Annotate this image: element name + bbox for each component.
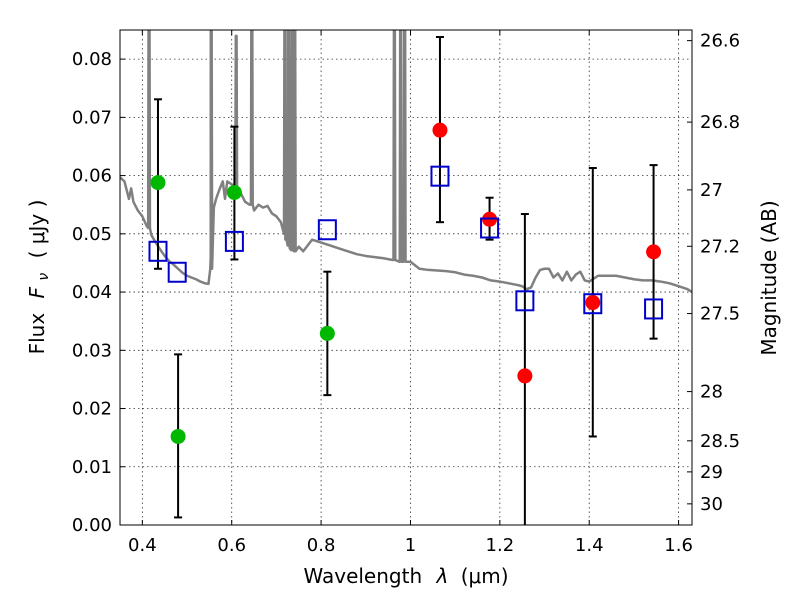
y-tick-label: 0.07 [72,107,112,128]
y-tick-label: 0.00 [72,515,112,536]
x-tick-label: 1 [405,535,416,556]
model-photometry-square [515,290,535,312]
y2-axis-ticks: 26.6 26.8 27 27.2 27.5 28 28.5 29 30 [687,31,740,515]
green-point [319,325,335,341]
plot-frame [119,29,693,526]
green-point [170,428,186,444]
x-tick-label: 1.2 [486,535,515,556]
green-point [226,184,242,200]
model-photometry-square [167,261,187,283]
x-tick-label: 0.8 [307,535,336,556]
x-axis-label-text: Wavelength [303,564,422,588]
red-point [646,244,662,260]
y-tick-label: 0.03 [72,340,112,361]
y2-tick-label: 29 [700,462,723,483]
y2-tick-label: 27.2 [700,236,740,257]
model-photometry-square [430,165,450,187]
y-tick-label: 0.08 [72,49,112,70]
green-point [150,175,166,191]
model-spectrum [120,30,692,294]
data-markers [148,122,664,444]
x-tick-label: 0.4 [128,535,157,556]
y2-tick-label: 26.6 [700,31,740,52]
model-photometry-square [480,217,500,239]
x-tick-label: 1.6 [664,535,693,556]
model-spectrum-line [120,30,692,294]
x-tick-label: 1.4 [575,535,604,556]
y2-tick-label: 26.8 [700,112,740,133]
model-photometry-square [317,219,337,241]
y-tick-label: 0.05 [72,224,112,245]
y2-tick-label: 27 [700,180,723,201]
y2-tick-label: 28 [700,382,723,403]
x-tick-label: 0.6 [217,535,246,556]
x-axis-label-lambda: λ [436,564,449,588]
y2-tick-label: 30 [700,494,723,515]
y-tick-label: 0.02 [72,399,112,420]
model-photometry-square [148,240,168,262]
model-photometry-square [644,298,664,320]
red-point [585,295,601,311]
grid [120,30,692,526]
x-axis-label: Wavelength λ (μm) [303,564,508,588]
y2-tick-label: 28.5 [700,431,740,452]
y-axis-label-unit: ( μJy ) [25,200,49,259]
y-axis-label-nu: ν [36,273,52,281]
model-photometry-square [224,230,244,252]
x-axis-label-unit: (μm) [461,564,509,588]
red-point [517,368,533,384]
model-photometry-square [583,293,603,315]
y-axis-label-text: Flux [25,313,49,355]
y-tick-label: 0.04 [72,282,112,303]
y-axis-label: Flux F ν ( μJy ) [25,200,53,355]
y2-tick-label: 27.5 [700,304,740,325]
y-tick-label: 0.06 [72,166,112,187]
red-point [432,122,448,138]
y-tick-label: 0.01 [72,457,112,478]
y-axis-label-f: F [25,286,49,298]
y-axis-ticks: 0.00 0.01 0.02 0.03 0.04 0.05 0.06 0.07 0.08 [72,49,125,536]
x-axis-ticks: 0.4 0.6 0.8 1 1.2 1.4 1.6 [128,30,693,556]
y2-axis-label: Magnitude (AB) [757,200,781,355]
